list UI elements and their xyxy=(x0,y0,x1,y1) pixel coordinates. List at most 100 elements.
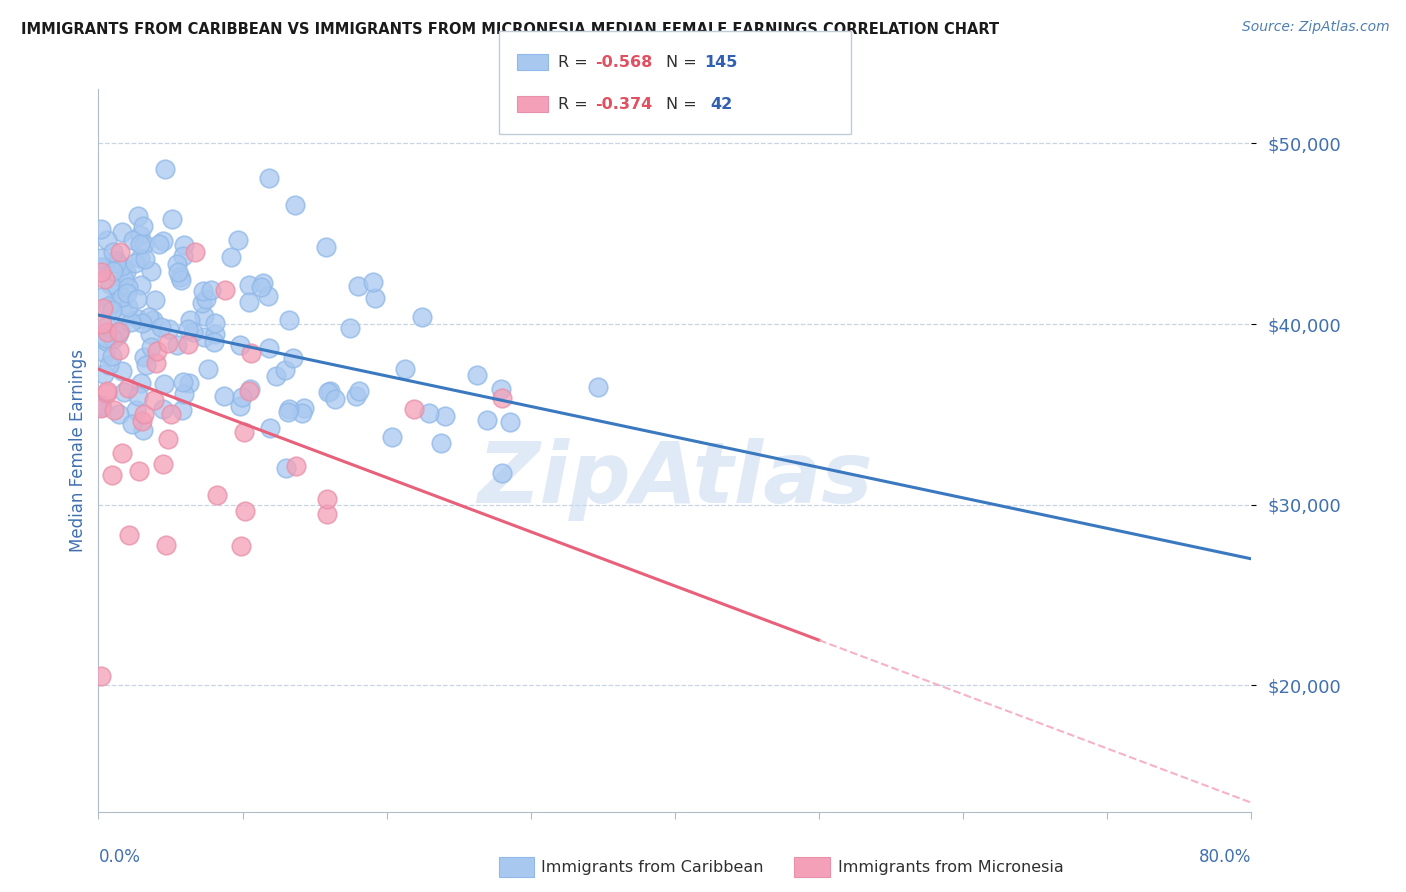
Point xyxy=(90,401,112,416)
Point xyxy=(232,425,254,440)
Point xyxy=(238,278,260,293)
Text: 145: 145 xyxy=(704,55,738,70)
Point xyxy=(277,404,299,418)
Point xyxy=(257,171,280,186)
Point xyxy=(349,384,371,399)
Point xyxy=(90,265,112,279)
Point xyxy=(434,409,457,423)
Point xyxy=(112,272,135,286)
Point xyxy=(98,358,121,372)
Point xyxy=(135,358,157,372)
Point xyxy=(157,335,180,350)
Point xyxy=(131,376,153,390)
Point xyxy=(112,384,135,399)
Point xyxy=(134,252,156,266)
Text: Immigrants from Caribbean: Immigrants from Caribbean xyxy=(541,860,763,874)
Point xyxy=(177,376,200,390)
Point xyxy=(184,244,207,259)
Point xyxy=(316,492,339,507)
Point xyxy=(146,344,169,359)
Point xyxy=(465,368,488,382)
Point xyxy=(257,341,280,355)
Point xyxy=(173,386,195,401)
Point xyxy=(152,377,174,392)
Point xyxy=(229,338,252,352)
Text: N =: N = xyxy=(666,97,703,112)
Point xyxy=(131,219,153,233)
Point xyxy=(204,317,226,331)
Point xyxy=(491,466,513,480)
Point xyxy=(499,415,522,429)
Point xyxy=(233,504,256,518)
Point xyxy=(155,539,177,553)
Point xyxy=(90,397,112,411)
Y-axis label: Median Female Earnings: Median Female Earnings xyxy=(69,349,87,552)
Point xyxy=(239,382,262,396)
Point xyxy=(125,402,148,417)
Point xyxy=(200,283,222,297)
Point xyxy=(103,332,125,346)
Point xyxy=(143,392,166,407)
Point xyxy=(143,293,166,307)
Point xyxy=(118,528,141,542)
Point xyxy=(91,400,114,414)
Point xyxy=(104,256,127,270)
Point xyxy=(139,340,162,354)
Point xyxy=(179,313,201,327)
Point xyxy=(316,385,339,400)
Point xyxy=(411,310,433,324)
Point xyxy=(127,311,149,326)
Point xyxy=(131,414,153,428)
Point xyxy=(402,402,425,417)
Point xyxy=(292,401,315,415)
Point xyxy=(96,234,118,248)
Point xyxy=(283,351,305,366)
Point xyxy=(197,362,219,376)
Point xyxy=(96,385,118,400)
Point xyxy=(191,296,214,310)
Point xyxy=(284,198,307,212)
Point xyxy=(177,336,200,351)
Point xyxy=(90,260,112,274)
Point xyxy=(107,282,129,296)
Point xyxy=(489,382,512,396)
Point xyxy=(100,349,122,363)
Text: IMMIGRANTS FROM CARIBBEAN VS IMMIGRANTS FROM MICRONESIA MEDIAN FEMALE EARNINGS C: IMMIGRANTS FROM CARIBBEAN VS IMMIGRANTS … xyxy=(21,22,1000,37)
Text: ZipAtlas: ZipAtlas xyxy=(477,438,873,521)
Point xyxy=(238,384,260,398)
Point xyxy=(111,260,134,274)
Text: 42: 42 xyxy=(710,97,733,112)
Point xyxy=(107,328,129,343)
Point xyxy=(212,389,235,403)
Point xyxy=(93,367,115,381)
Point xyxy=(112,308,135,322)
Point xyxy=(430,436,453,450)
Point xyxy=(132,237,155,252)
Point xyxy=(250,280,273,294)
Point xyxy=(110,363,132,377)
Point xyxy=(274,362,297,376)
Point xyxy=(91,301,114,316)
Point xyxy=(228,233,250,247)
Point xyxy=(94,345,117,359)
Point xyxy=(291,406,314,420)
Point xyxy=(257,289,280,303)
Point xyxy=(285,458,308,473)
Point xyxy=(170,403,193,417)
Point xyxy=(117,300,139,314)
Point xyxy=(117,286,139,301)
Point xyxy=(177,322,200,336)
Point xyxy=(93,260,115,275)
Point xyxy=(101,302,124,317)
Point xyxy=(277,402,299,417)
Point xyxy=(149,320,172,334)
Point xyxy=(316,507,339,521)
Point xyxy=(277,313,299,327)
Point xyxy=(418,406,440,420)
Point xyxy=(166,257,188,271)
Point xyxy=(204,326,226,341)
Point xyxy=(104,253,127,268)
Text: -0.374: -0.374 xyxy=(595,97,652,112)
Text: -0.568: -0.568 xyxy=(595,55,652,70)
Point xyxy=(121,417,143,431)
